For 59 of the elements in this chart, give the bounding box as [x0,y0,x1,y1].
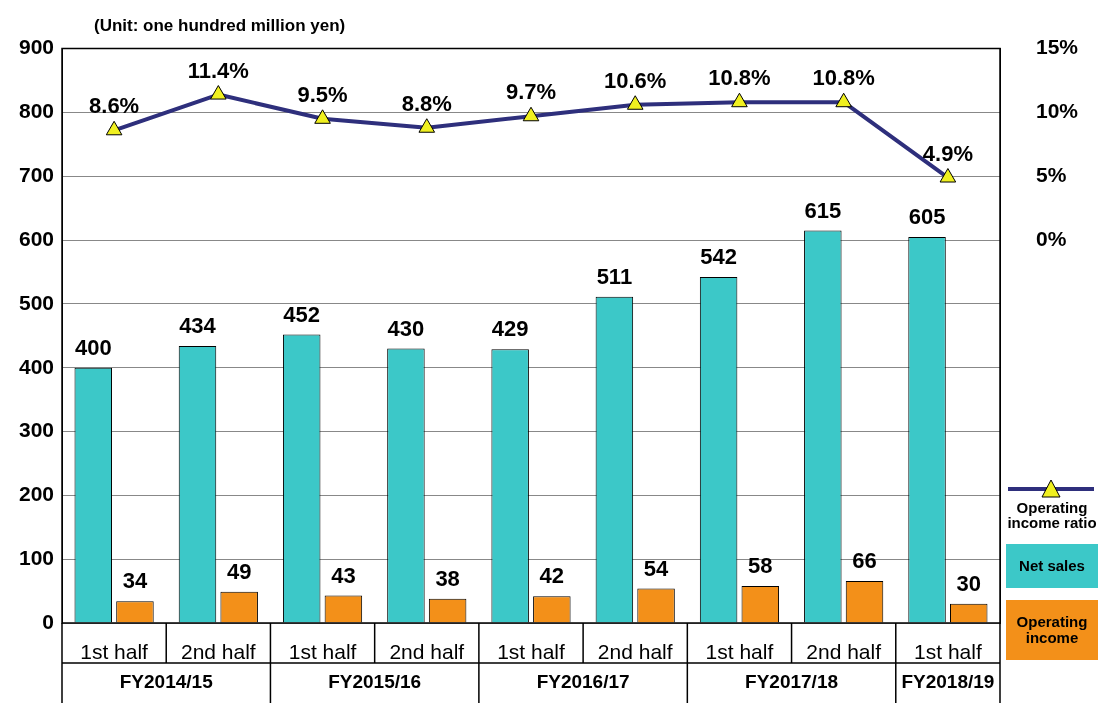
data-label: 49 [226,558,252,584]
x-tick-label: 2nd half [806,640,882,664]
data-label: 54 [643,555,670,581]
y-tick-label: 300 [18,418,54,442]
y2-tick-label: 0% [1036,226,1067,250]
data-label: 452 [283,301,321,327]
x-tick-label: 2nd half [180,640,256,664]
x-tick-label: 1st half [914,640,982,664]
data-label: 511 [596,263,633,289]
y2-tick-label: 15% [1036,35,1079,59]
text: FY2017/18 [745,671,839,693]
x-tick-label: 2nd half [597,640,673,664]
y-tick-label: 700 [18,163,54,187]
data-label: 8.6% [89,93,140,119]
data-label: 58 [748,553,773,579]
data-label: 542 [700,244,737,270]
data-label: 38 [435,565,460,591]
data-label: 4.9% [922,140,973,166]
data-label: 30 [956,570,981,596]
y-tick-label: 900 [18,35,54,59]
y2-tick-label: 10% [1036,99,1079,123]
x-tick-label: 1st half [80,640,149,664]
data-label: 10.8% [708,65,771,91]
legend-label: Operating income ratio [1006,499,1098,531]
y2-tick-label: 5% [1036,163,1067,187]
data-label: 66 [852,547,877,573]
text: FY2015/16 [328,671,422,693]
y-tick-label: 400 [18,354,54,378]
y-tick-label: 800 [18,99,54,123]
y-tick-label: 200 [18,482,54,506]
text: FY2016/17 [536,671,630,693]
x-tick-label: 1st half [288,640,357,664]
text: Net sales [1006,544,1098,588]
data-label: 400 [74,334,112,360]
text: FY2018/19 [901,671,995,693]
y-tick-label: 600 [18,226,54,250]
x-tick-label: 2nd half [389,640,465,664]
data-label: 9.7% [505,79,557,105]
data-label: 43 [331,562,356,588]
text: FY2014/15 [119,671,214,693]
y-axis-title: (Unit: one hundred million yen) [94,16,346,36]
text: Operating income [1006,600,1098,660]
data-label: 10.6% [604,67,667,93]
data-label: 605 [908,203,946,229]
data-label: 430 [387,315,425,341]
data-label: 34 [122,568,148,594]
x-tick-label: 1st half [497,640,566,664]
data-label: 615 [804,197,842,223]
y-tick-label: 0 [42,609,54,633]
data-label: 42 [539,563,565,589]
y-tick-label: 500 [18,290,54,314]
data-label: 11.4% [187,57,249,83]
data-label: 8.8% [401,90,452,116]
y-tick-label: 100 [18,545,54,569]
data-label: 10.8% [812,65,875,91]
x-tick-label: 1st half [705,640,774,664]
data-label: 9.5% [297,81,348,107]
data-label: 434 [179,313,217,339]
data-label: 429 [491,316,529,342]
